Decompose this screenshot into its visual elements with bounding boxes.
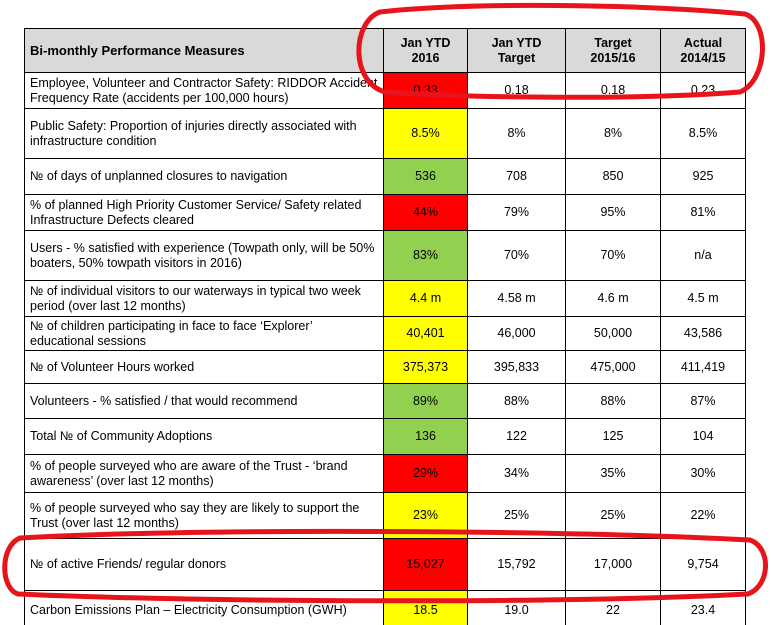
measure-label: Users - % satisfied with experience (Tow… <box>24 230 384 281</box>
measure-label: % of people surveyed who are aware of th… <box>24 454 384 493</box>
value-cell: 0.23 <box>660 72 746 109</box>
value-cell: 15,792 <box>467 538 566 591</box>
value-cell: 87% <box>660 383 746 419</box>
table-row: % of people surveyed who say they are li… <box>24 492 746 539</box>
measure-label: № of Volunteer Hours worked <box>24 350 384 384</box>
value-cell: 25% <box>565 492 661 539</box>
measure-label: Public Safety: Proportion of injuries di… <box>24 108 384 159</box>
value-cell: 79% <box>467 194 566 231</box>
value-cell: 22 <box>565 590 661 625</box>
value-cell: 9,754 <box>660 538 746 591</box>
table-row: Employee, Volunteer and Contractor Safet… <box>24 72 746 109</box>
column-header: Actual 2014/15 <box>660 28 746 73</box>
table-row: Carbon Emissions Plan – Electricity Cons… <box>24 590 746 625</box>
status-cell: 18.5 <box>383 590 468 625</box>
status-cell: 89% <box>383 383 468 419</box>
measure-label: Carbon Emissions Plan – Electricity Cons… <box>24 590 384 625</box>
value-cell: 395,833 <box>467 350 566 384</box>
value-cell: 8.5% <box>660 108 746 159</box>
status-cell: 0.33 <box>383 72 468 109</box>
column-header: Target 2015/16 <box>565 28 661 73</box>
measure-label: Employee, Volunteer and Contractor Safet… <box>24 72 384 109</box>
value-cell: 70% <box>565 230 661 281</box>
value-cell: 125 <box>565 418 661 455</box>
status-cell: 536 <box>383 158 468 195</box>
value-cell: 35% <box>565 454 661 493</box>
status-cell: 44% <box>383 194 468 231</box>
value-cell: 925 <box>660 158 746 195</box>
value-cell: 25% <box>467 492 566 539</box>
table-row: % of planned High Priority Customer Serv… <box>24 194 746 231</box>
value-cell: 475,000 <box>565 350 661 384</box>
status-cell: 375,373 <box>383 350 468 384</box>
value-cell: 50,000 <box>565 316 661 351</box>
value-cell: 70% <box>467 230 566 281</box>
table-row: № of days of unplanned closures to navig… <box>24 158 746 195</box>
status-cell: 15,027 <box>383 538 468 591</box>
status-cell: 83% <box>383 230 468 281</box>
measure-label: Volunteers - % satisfied / that would re… <box>24 383 384 419</box>
value-cell: 34% <box>467 454 566 493</box>
table-row: № of Volunteer Hours worked 375,373 395,83… <box>24 350 746 384</box>
value-cell: 122 <box>467 418 566 455</box>
measure-label: № of individual visitors to our waterway… <box>24 280 384 317</box>
table-row: Volunteers - % satisfied / that would re… <box>24 383 746 419</box>
value-cell: 0.18 <box>565 72 661 109</box>
value-cell: 22% <box>660 492 746 539</box>
table-row: Public Safety: Proportion of injuries di… <box>24 108 746 159</box>
value-cell: 46,000 <box>467 316 566 351</box>
value-cell: 104 <box>660 418 746 455</box>
value-cell: 708 <box>467 158 566 195</box>
column-header: Bi-monthly Performance Measures <box>24 28 384 73</box>
value-cell: 0.18 <box>467 72 566 109</box>
table-row: № of individual visitors to our waterway… <box>24 280 746 317</box>
measure-label: № of active Friends/ regular donors <box>24 538 384 591</box>
measure-label: № of days of unplanned closures to navig… <box>24 158 384 195</box>
table-row: Total № of Community Adoptions 136 122 125 1… <box>24 418 746 455</box>
value-cell: 88% <box>565 383 661 419</box>
table-row: № of active Friends/ regular donors 15,02… <box>24 538 746 591</box>
column-header: Jan YTD 2016 <box>383 28 468 73</box>
value-cell: 4.6 m <box>565 280 661 317</box>
measure-label: % of planned High Priority Customer Serv… <box>24 194 384 231</box>
value-cell: 19.0 <box>467 590 566 625</box>
header-row: Bi-monthly Performance Measures Jan YTD 2… <box>24 28 746 73</box>
value-cell: 850 <box>565 158 661 195</box>
value-cell: 88% <box>467 383 566 419</box>
value-cell: 43,586 <box>660 316 746 351</box>
value-cell: 4.58 m <box>467 280 566 317</box>
value-cell: 4.5 m <box>660 280 746 317</box>
status-cell: 23% <box>383 492 468 539</box>
status-cell: 8.5% <box>383 108 468 159</box>
value-cell: 23.4 <box>660 590 746 625</box>
value-cell: 81% <box>660 194 746 231</box>
column-header: Jan YTD Target <box>467 28 566 73</box>
table-row: № of children participating in face to f… <box>24 316 746 351</box>
performance-table: Bi-monthly Performance Measures Jan YTD 2… <box>24 28 746 625</box>
status-cell: 40,401 <box>383 316 468 351</box>
value-cell: 8% <box>565 108 661 159</box>
table-row: Users - % satisfied with experience (Tow… <box>24 230 746 281</box>
value-cell: 95% <box>565 194 661 231</box>
table-row: % of people surveyed who are aware of th… <box>24 454 746 493</box>
value-cell: 30% <box>660 454 746 493</box>
value-cell: 17,000 <box>565 538 661 591</box>
value-cell: n/a <box>660 230 746 281</box>
measure-label: % of people surveyed who say they are li… <box>24 492 384 539</box>
status-cell: 136 <box>383 418 468 455</box>
status-cell: 4.4 m <box>383 280 468 317</box>
measure-label: Total № of Community Adoptions <box>24 418 384 455</box>
value-cell: 8% <box>467 108 566 159</box>
measure-label: № of children participating in face to f… <box>24 316 384 351</box>
status-cell: 29% <box>383 454 468 493</box>
value-cell: 411,419 <box>660 350 746 384</box>
